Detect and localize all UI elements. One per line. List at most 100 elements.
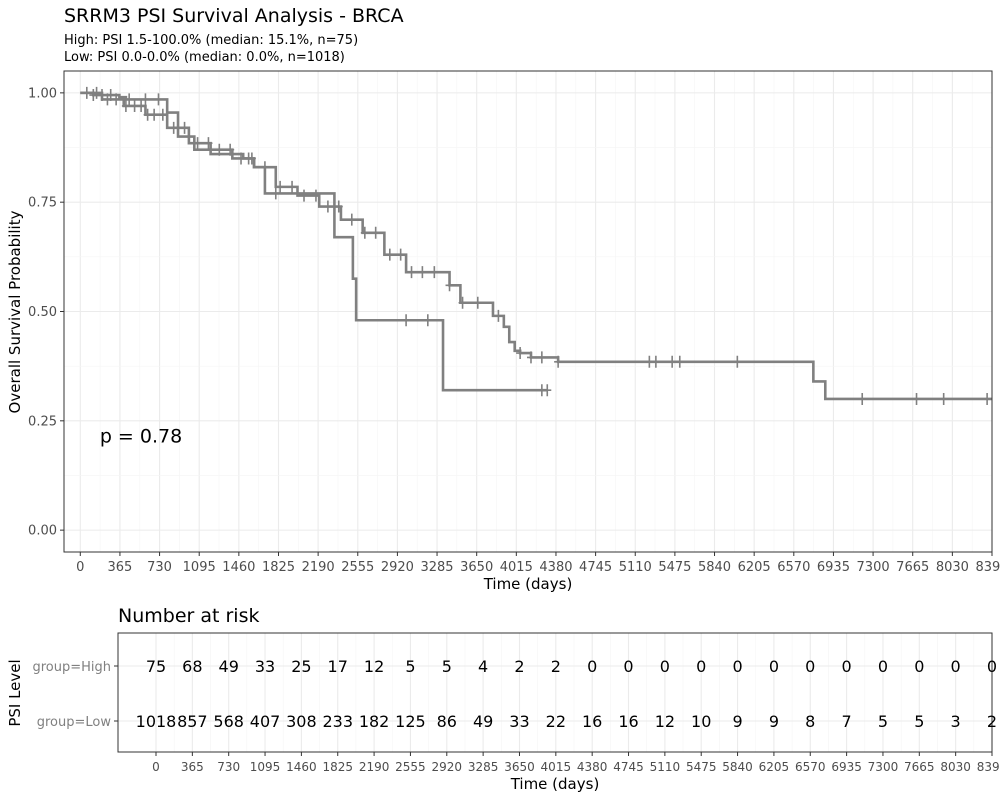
risk-table-x-tick-label: 1460	[286, 760, 317, 774]
km-censor-marks	[82, 86, 992, 405]
km-x-tick-label: 6935	[817, 560, 850, 575]
risk-table-cell: 0	[623, 657, 633, 676]
km-y-axis: 0.00 0.25 0.50 0.75 1.00	[28, 86, 64, 539]
risk-table-row-label: group=High	[32, 660, 111, 675]
risk-table-cell: 0	[660, 657, 670, 676]
risk-table-x-tick-label: 730	[217, 760, 240, 774]
risk-table-cell: 568	[213, 712, 244, 731]
km-censor-mark	[141, 93, 150, 106]
km-censor-mark	[371, 226, 380, 239]
km-x-tick-label: 2190	[302, 560, 335, 575]
km-censor-mark	[215, 143, 224, 156]
km-curve-low	[80, 91, 992, 401]
km-censor-mark	[418, 266, 427, 279]
km-x-axis: 0 365 730 1095 1460 1825 2190 2555 2920 3285 3650 4…	[76, 552, 1000, 575]
risk-table-x-tick-label: 1095	[250, 760, 281, 774]
km-censor-mark	[912, 392, 921, 405]
km-censor-mark	[402, 314, 411, 327]
km-x-axis-title: Time (days)	[483, 575, 573, 593]
risk-table-cell: 5	[914, 712, 924, 731]
km-censor-mark	[396, 248, 405, 261]
km-x-tick-label: 4015	[500, 560, 533, 575]
km-censor-mark	[668, 355, 677, 368]
km-x-tick-label: 2920	[381, 560, 414, 575]
km-x-tick-label: 8030	[936, 560, 969, 575]
km-plot: 0.00 0.25 0.50 0.75 1.00 0 365 730 1095 1460 1825…	[6, 70, 1000, 593]
risk-table-cell: 25	[291, 657, 311, 676]
risk-table-cell: 3	[951, 712, 961, 731]
risk-table-cell: 125	[395, 712, 426, 731]
km-censor-mark	[276, 180, 285, 193]
risk-table-cell: 12	[655, 712, 675, 731]
km-censor-mark	[247, 152, 256, 165]
km-censor-mark	[169, 121, 178, 134]
km-y-axis-title: Overall Survival Probability	[6, 210, 24, 413]
risk-table-x-tick-label: 4015	[541, 760, 572, 774]
km-censor-mark	[180, 121, 189, 134]
risk-table-x-tick-label: 365	[181, 760, 204, 774]
km-censor-mark	[733, 355, 742, 368]
km-censor-mark	[154, 93, 163, 106]
km-x-tick-label: 2555	[341, 560, 374, 575]
risk-table-cell: 4	[478, 657, 488, 676]
km-censor-mark	[407, 266, 416, 279]
risk-table-cell: 0	[878, 657, 888, 676]
risk-table-cell: 12	[364, 657, 384, 676]
risk-table-x-tick-label: 6205	[759, 760, 790, 774]
km-censor-mark	[360, 226, 369, 239]
km-censor-mark	[526, 351, 535, 364]
risk-table-cell: 33	[255, 657, 275, 676]
km-y-tick-label: 0.50	[28, 305, 57, 320]
page-title: SRRM3 PSI Survival Analysis - BRCA	[64, 5, 404, 27]
km-x-tick-label: 3285	[420, 560, 453, 575]
km-x-tick-label: 8395	[975, 560, 1000, 575]
km-censor-mark	[98, 89, 107, 102]
risk-table-gridlines	[118, 633, 993, 752]
risk-table-cell: 0	[696, 657, 706, 676]
km-curves	[80, 91, 992, 401]
km-censor-mark	[121, 99, 130, 112]
risk-table-cell: 0	[805, 657, 815, 676]
risk-table-x-tick-label: 3285	[468, 760, 499, 774]
km-censor-mark	[537, 351, 546, 364]
risk-table-cell: 86	[437, 712, 457, 731]
risk-table-x-tick-label: 5110	[650, 760, 681, 774]
risk-table-cell: 49	[473, 712, 493, 731]
km-censor-mark	[458, 296, 467, 309]
km-censor-mark	[423, 314, 432, 327]
km-censor-mark	[300, 189, 309, 202]
risk-table-cell: 9	[732, 712, 742, 731]
risk-table-cell: 16	[618, 712, 638, 731]
km-censor-mark	[150, 108, 159, 121]
km-censor-mark	[137, 99, 146, 112]
km-censor-mark	[103, 93, 112, 106]
risk-table-cell: 1018	[136, 712, 177, 731]
km-y-tick-label: 0.00	[28, 524, 57, 539]
km-annotation: p = 0.78	[100, 426, 182, 448]
subtitle-high: High: PSI 1.5-100.0% (median: 15.1%, n=7…	[64, 33, 358, 48]
risk-table-x-tick-label: 6570	[795, 760, 826, 774]
km-x-tick-label: 4745	[579, 560, 612, 575]
km-x-tick-label: 6205	[738, 560, 771, 575]
km-censor-mark	[311, 189, 320, 202]
km-y-tick-label: 0.25	[28, 414, 57, 429]
km-censor-mark	[271, 187, 280, 200]
risk-table-cell: 0	[987, 657, 997, 676]
km-x-tick-label: 7300	[857, 560, 890, 575]
risk-table-x-tick-label: 3650	[504, 760, 535, 774]
risk-table-y-axis-title: PSI Level	[6, 659, 24, 726]
km-x-tick-label: 1095	[183, 560, 216, 575]
risk-table: Number at risk group=High 75 68 49 33 25 17 12 5…	[6, 605, 1000, 793]
risk-table-cell: 5	[878, 712, 888, 731]
risk-table-cell: 182	[359, 712, 390, 731]
km-censor-mark	[288, 180, 297, 193]
km-censor-mark	[858, 392, 867, 405]
risk-table-cell: 10	[691, 712, 711, 731]
km-censor-mark	[939, 392, 948, 405]
risk-table-panel	[118, 633, 992, 752]
risk-table-row-label: group=Low	[37, 715, 112, 730]
km-censor-mark	[554, 355, 563, 368]
risk-table-x-tick-label: 5840	[722, 760, 753, 774]
risk-table-border	[117, 632, 993, 753]
risk-table-cell: 2	[551, 657, 561, 676]
